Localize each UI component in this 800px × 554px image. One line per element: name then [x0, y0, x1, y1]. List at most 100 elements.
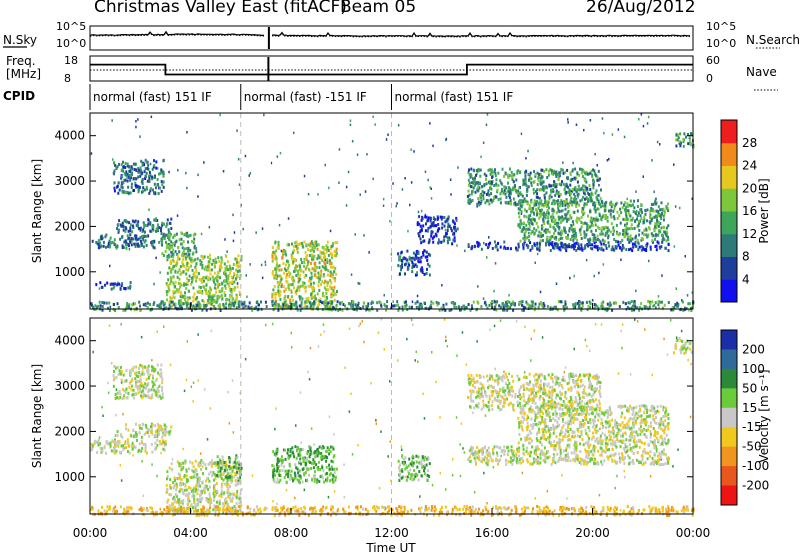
heatmap-cell [292, 276, 295, 280]
heatmap-cell [482, 297, 485, 300]
heatmap-cell [161, 427, 164, 431]
heatmap-cell [638, 308, 641, 312]
heatmap-cell [531, 230, 534, 234]
heatmap-cell [113, 172, 115, 176]
heatmap-cell [227, 483, 230, 487]
heatmap-cell [530, 221, 533, 225]
heatmap-cell [482, 141, 485, 144]
heatmap-cell [633, 242, 636, 246]
heatmap-cell [445, 302, 448, 306]
heatmap-cell [98, 287, 101, 290]
heatmap-cell [283, 300, 286, 304]
heatmap-cell [675, 144, 678, 148]
heatmap-cell [526, 202, 529, 206]
heatmap-cell [120, 378, 123, 382]
heatmap-cell [685, 135, 688, 139]
heatmap-cell [325, 304, 328, 308]
heatmap-cell [133, 220, 136, 224]
heatmap-cell [644, 328, 646, 331]
heatmap-cell [645, 233, 648, 237]
heatmap-cell [196, 473, 199, 477]
heatmap-cell [640, 245, 643, 249]
heatmap-cell [176, 275, 179, 279]
heatmap-cell [183, 389, 186, 393]
cpid-label: CPID [3, 89, 35, 103]
heatmap-cell [222, 302, 225, 306]
heatmap-cell [279, 306, 282, 310]
heatmap-cell [282, 285, 285, 289]
heatmap-cell [195, 279, 197, 283]
heatmap-cell [596, 207, 599, 211]
heatmap-cell [573, 176, 576, 180]
heatmap-cell [178, 238, 181, 242]
heatmap-cell [224, 497, 227, 501]
heatmap-cell [182, 240, 185, 244]
heatmap-cell [374, 123, 376, 126]
heatmap-cell [314, 297, 317, 301]
heatmap-cell [503, 240, 506, 244]
heatmap-cell [336, 241, 339, 244]
heatmap-cell [441, 222, 444, 226]
heatmap-cell [464, 306, 467, 310]
heatmap-cell [600, 304, 603, 308]
heatmap-cell [162, 447, 165, 451]
heatmap-cell [594, 208, 597, 212]
heatmap-cell [660, 458, 662, 461]
heatmap-cell [396, 300, 399, 304]
heatmap-cell [496, 300, 499, 304]
heatmap-cell [114, 282, 117, 286]
heatmap-cell [553, 242, 556, 246]
heatmap-cell [221, 289, 224, 293]
heatmap-cell [185, 474, 188, 478]
heatmap-cell [476, 240, 479, 244]
heatmap-cell [593, 169, 596, 173]
heatmap-cell [118, 389, 121, 393]
heatmap-cell [486, 502, 488, 505]
heatmap-cell [325, 296, 328, 299]
heatmap-cell [124, 226, 127, 230]
heatmap-cell [216, 270, 219, 274]
heatmap-cell [483, 471, 485, 475]
heatmap-cell [576, 193, 579, 197]
heatmap-cell [404, 272, 406, 276]
heatmap-cell [679, 144, 682, 148]
heatmap-cell [562, 182, 565, 186]
heatmap-cell [129, 380, 132, 384]
heatmap-cell [214, 461, 217, 465]
heatmap-cell [348, 327, 351, 330]
cpid-segments: normal (fast) 151 IF normal (fast) -151 I… [89, 84, 513, 110]
heatmap-cell [226, 281, 229, 285]
heatmap-cell [638, 233, 641, 237]
heatmap-cell [468, 193, 471, 197]
heatmap-cell [593, 233, 596, 237]
heatmap-cell [287, 295, 290, 298]
heatmap-cell [323, 253, 326, 257]
heatmap-cell [314, 246, 317, 249]
heatmap-cell [107, 245, 109, 249]
heatmap-cell [329, 285, 332, 289]
heatmap-cell [145, 185, 148, 189]
heatmap-cell [429, 225, 432, 229]
heatmap-cell [546, 200, 549, 204]
heatmap-cell [633, 300, 636, 303]
heatmap-cell [519, 201, 522, 205]
heatmap-cell [134, 377, 137, 381]
heatmap-cell [126, 179, 129, 183]
heatmap-cell [648, 227, 651, 231]
heatmap-cell [471, 245, 474, 249]
heatmap-cell [113, 186, 116, 190]
heatmap-cell [329, 300, 332, 303]
heatmap-cell [411, 300, 414, 303]
heatmap-cell [190, 239, 193, 243]
heatmap-cell [477, 285, 479, 288]
heatmap-cell [295, 289, 298, 293]
heatmap-cell [600, 242, 603, 246]
heatmap-cell [517, 242, 520, 246]
heatmap-cell [229, 305, 232, 309]
heatmap-cell [649, 213, 652, 217]
heatmap-cell [260, 300, 262, 304]
heatmap-cell [133, 167, 136, 171]
heatmap-cell [156, 391, 159, 395]
heatmap-cell [526, 236, 529, 240]
heatmap-cell [324, 163, 326, 167]
